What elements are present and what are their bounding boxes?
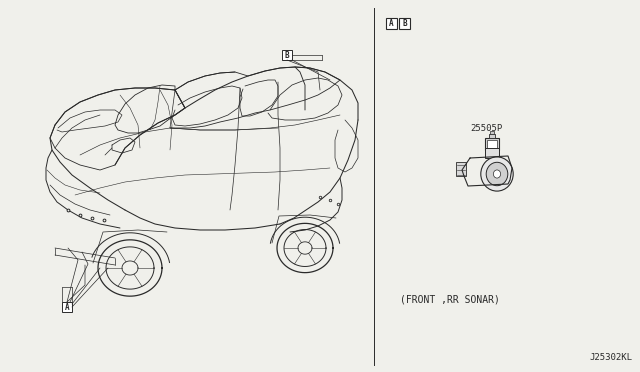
Bar [282,50,292,60]
Bar [490,131,494,134]
Bar [399,18,410,29]
Text: A: A [65,302,69,311]
Text: B: B [402,19,407,28]
Bar [485,148,499,158]
Ellipse shape [481,157,513,191]
Bar [62,302,72,312]
Text: (FRONT ,RR SONAR): (FRONT ,RR SONAR) [400,295,500,305]
Bar [485,138,499,150]
Text: B: B [285,51,289,60]
Ellipse shape [493,170,500,178]
Bar [456,162,466,176]
Text: 25505P: 25505P [470,124,502,132]
Bar [489,134,495,138]
Bar [386,18,397,29]
Bar [487,140,497,148]
Text: A: A [389,19,394,28]
Ellipse shape [486,162,508,186]
Text: J25302KL: J25302KL [589,353,632,362]
